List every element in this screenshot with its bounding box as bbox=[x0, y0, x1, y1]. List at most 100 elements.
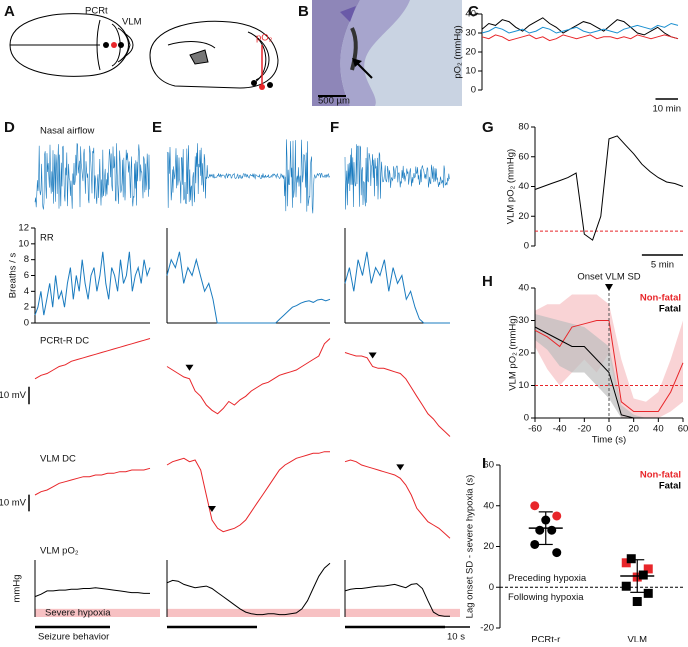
data-point bbox=[643, 564, 653, 574]
trace bbox=[534, 135, 684, 241]
severe-hypoxia-band bbox=[345, 608, 460, 617]
data-point bbox=[547, 525, 557, 535]
y-tick-label: 0 bbox=[471, 85, 476, 96]
trace bbox=[481, 34, 679, 42]
trace bbox=[166, 251, 331, 324]
x-tick-label: PCRt-r bbox=[531, 635, 560, 642]
airflow-trace bbox=[344, 144, 450, 210]
y-tick-label: 40 bbox=[518, 181, 529, 192]
annotation: Following hypoxia bbox=[508, 592, 584, 603]
data-point bbox=[552, 511, 562, 521]
trace bbox=[34, 338, 151, 380]
sd-onset-marker bbox=[185, 364, 194, 371]
legend-entry: Non-fatal bbox=[640, 293, 681, 304]
data-point bbox=[626, 554, 636, 564]
airflow-trace bbox=[34, 143, 150, 210]
y-tick-label: 80 bbox=[518, 122, 529, 133]
panel-label: I bbox=[482, 455, 486, 472]
y-axis-label: mmHg bbox=[12, 575, 23, 603]
y-tick-label: 10 bbox=[518, 380, 529, 391]
airflow-trace bbox=[166, 139, 330, 214]
panel-label: H bbox=[482, 273, 493, 290]
band-label: Severe hypoxia bbox=[45, 607, 111, 618]
y-tick-label: 0 bbox=[489, 582, 494, 593]
seizure-label: Seizure behavior bbox=[38, 632, 109, 642]
trace-label: PCRt-R DC bbox=[40, 336, 89, 347]
data-point bbox=[643, 588, 653, 598]
severe-hypoxia-band bbox=[35, 608, 160, 617]
legend-entry: Fatal bbox=[659, 481, 681, 492]
y-axis-label: VLM pO₂ (mmHg) bbox=[506, 149, 517, 224]
scale-label: 10 mV bbox=[0, 498, 27, 509]
y-tick-label: 0 bbox=[524, 413, 529, 424]
y-tick-label: 40 bbox=[465, 9, 476, 20]
x-tick-label: 60 bbox=[678, 424, 688, 435]
sd-onset-marker bbox=[368, 352, 377, 359]
y-tick-label: 0 bbox=[24, 318, 29, 329]
y-tick-label: -20 bbox=[480, 623, 494, 634]
histology-image bbox=[312, 0, 462, 106]
trace-label: RR bbox=[40, 233, 54, 244]
x-tick-label: -40 bbox=[553, 424, 567, 435]
trace bbox=[344, 583, 450, 617]
y-tick-label: 60 bbox=[518, 151, 529, 162]
y-tick-label: 20 bbox=[518, 348, 529, 359]
trace bbox=[166, 451, 330, 533]
y-tick-label: 20 bbox=[518, 211, 529, 222]
airflow-label: Nasal airflow bbox=[40, 126, 95, 137]
scale-label: 10 mV bbox=[0, 390, 27, 401]
y-tick-label: 10 bbox=[465, 66, 476, 77]
scale-label: 10 min bbox=[652, 104, 681, 115]
data-point bbox=[530, 539, 540, 549]
data-point bbox=[530, 501, 540, 511]
trace bbox=[344, 459, 451, 539]
trace bbox=[344, 352, 451, 437]
panel-label: F bbox=[330, 119, 339, 136]
panel-label: B bbox=[298, 3, 309, 20]
scale-label: 500 µm bbox=[318, 96, 350, 107]
y-tick-label: 30 bbox=[518, 315, 529, 326]
severe-hypoxia-band bbox=[167, 608, 340, 617]
trace bbox=[34, 251, 151, 316]
trace bbox=[481, 17, 679, 40]
data-point bbox=[632, 597, 642, 607]
y-tick-label: 40 bbox=[518, 283, 529, 294]
y-tick-label: 0 bbox=[524, 241, 529, 252]
y-tick-label: 30 bbox=[465, 28, 476, 39]
legend-entry: Non-fatal bbox=[640, 470, 681, 481]
panel-label: G bbox=[482, 119, 494, 136]
annotation: Preceding hypoxia bbox=[508, 573, 587, 584]
y-tick-label: 6 bbox=[24, 270, 29, 281]
trace-label: VLM pO₂ bbox=[40, 546, 79, 557]
y-axis-label: Lag onset SD - severe hypoxia (s) bbox=[465, 475, 476, 619]
data-point bbox=[535, 525, 545, 535]
x-tick-label: 20 bbox=[628, 424, 639, 435]
y-axis-label: VLM pO₂ (mmHg) bbox=[508, 315, 519, 390]
trace bbox=[34, 467, 151, 496]
panel-label: A bbox=[4, 3, 15, 20]
y-tick-label: 40 bbox=[483, 500, 494, 511]
trace-label: VLM DC bbox=[40, 454, 76, 465]
vlm-label: VLM bbox=[122, 17, 142, 28]
panel-label: E bbox=[152, 119, 162, 136]
y-tick-label: 4 bbox=[24, 286, 29, 297]
x-tick-label: 40 bbox=[653, 424, 664, 435]
panel-label: C bbox=[468, 3, 479, 20]
sd-onset-marker bbox=[207, 506, 216, 512]
time-scale-label: 10 s bbox=[447, 632, 465, 642]
x-axis-label: Time (s) bbox=[592, 435, 626, 446]
onset-marker bbox=[605, 284, 613, 291]
x-tick-label: -60 bbox=[528, 424, 542, 435]
trace bbox=[534, 326, 683, 419]
data-point bbox=[621, 581, 631, 591]
x-tick-label: -20 bbox=[577, 424, 591, 435]
x-tick-label: VLM bbox=[627, 635, 647, 642]
trace bbox=[166, 338, 331, 415]
y-tick-label: 60 bbox=[483, 460, 494, 471]
y-axis-label: Breaths / s bbox=[8, 253, 19, 299]
y-tick-label: 2 bbox=[24, 302, 29, 313]
data-point bbox=[621, 558, 631, 568]
trace bbox=[344, 251, 450, 324]
y-axis-label: pO₂ (mmHg) bbox=[453, 25, 464, 78]
